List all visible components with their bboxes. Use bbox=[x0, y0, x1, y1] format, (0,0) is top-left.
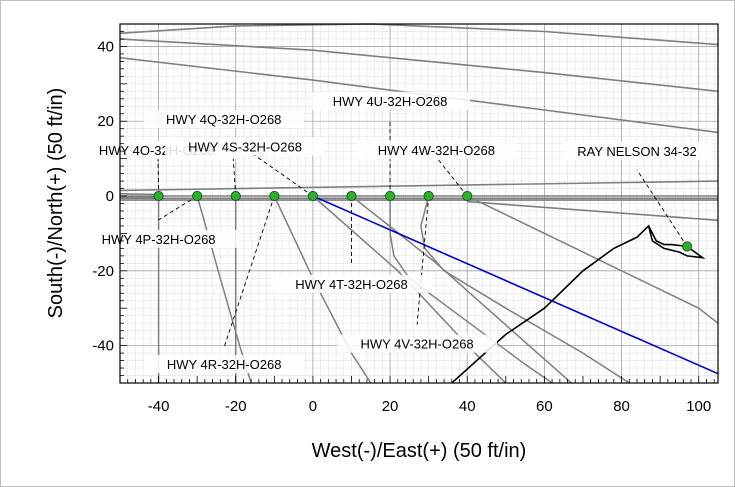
y-tick-label: -40 bbox=[92, 338, 114, 355]
tick-labels: -40 -20 0 20 40 60 80 100 40 20 0 -20 -40 bbox=[92, 38, 711, 415]
ray-nelson-label: RAY NELSON 34-32 bbox=[577, 144, 696, 159]
surface-marker bbox=[153, 190, 164, 202]
x-tick-label: 40 bbox=[459, 398, 476, 415]
x-tick-label: 100 bbox=[686, 398, 711, 415]
surface-marker bbox=[230, 190, 241, 202]
well-label: HWY 4R-32H-O268 bbox=[167, 357, 282, 372]
surface-marker bbox=[462, 190, 473, 202]
label-background bbox=[144, 355, 305, 374]
y-axis-title: South(-)/North(+) (50 ft/in) bbox=[45, 88, 67, 319]
x-axis-title: West(-)/East(+) (50 ft/in) bbox=[312, 440, 527, 462]
surface-marker bbox=[192, 190, 203, 202]
surface-marker bbox=[423, 190, 434, 202]
well-label: HWY 4U-32H-O268 bbox=[333, 94, 448, 109]
surface-marker bbox=[384, 190, 396, 202]
offset-stub bbox=[119, 193, 159, 196]
well-path bbox=[420, 195, 630, 384]
leader-line bbox=[436, 156, 468, 197]
y-tick-label: -20 bbox=[92, 263, 114, 280]
label-background bbox=[356, 141, 517, 160]
surface-marker bbox=[307, 190, 319, 202]
y-tick-label: 0 bbox=[106, 188, 114, 205]
well-label: HWY 4P-32H-O268 bbox=[102, 232, 216, 247]
x-tick-label: 80 bbox=[613, 398, 630, 415]
well-path bbox=[466, 195, 719, 324]
surface-marker bbox=[269, 190, 280, 202]
leader-line bbox=[416, 195, 430, 325]
surface-marker bbox=[682, 241, 693, 252]
offset-line bbox=[119, 180, 719, 192]
ray-nelson-path bbox=[451, 224, 706, 384]
label-background bbox=[165, 137, 326, 156]
x-tick-label: -40 bbox=[148, 398, 170, 415]
well-path bbox=[312, 195, 507, 384]
well-path bbox=[273, 195, 372, 384]
leader-line bbox=[158, 195, 198, 221]
y-tick-label: 20 bbox=[97, 113, 114, 130]
label-background bbox=[310, 91, 471, 110]
x-tick-label: 20 bbox=[382, 398, 399, 415]
leader-line bbox=[251, 153, 314, 197]
x-tick-label: -20 bbox=[225, 398, 247, 415]
highlight-well-path bbox=[312, 195, 719, 375]
well-label: HWY 4W-32H-O268 bbox=[378, 143, 495, 158]
x-tick-label: 0 bbox=[309, 398, 317, 415]
well-path bbox=[351, 195, 572, 384]
surface-markers bbox=[153, 190, 693, 252]
label-background bbox=[337, 334, 498, 353]
y-tick-label: 40 bbox=[97, 38, 114, 55]
well-label: HWY 4S-32H-O268 bbox=[188, 139, 302, 154]
offset-line bbox=[467, 200, 719, 222]
leader-line bbox=[223, 195, 275, 348]
label-background bbox=[562, 141, 711, 160]
well-label: HWY 4Q-32H-O268 bbox=[166, 112, 281, 127]
label-background bbox=[143, 110, 304, 129]
offset-line bbox=[119, 38, 719, 93]
axis-ticks bbox=[119, 23, 715, 384]
surface-marker bbox=[346, 190, 357, 202]
label-background bbox=[78, 229, 239, 248]
x-tick-label: 60 bbox=[536, 398, 553, 415]
well-label: HWY 4T-32H-O268 bbox=[295, 277, 407, 292]
well-label: HWY 4V-32H-O268 bbox=[360, 337, 473, 352]
leader-line bbox=[636, 169, 688, 247]
label-background bbox=[271, 274, 432, 293]
